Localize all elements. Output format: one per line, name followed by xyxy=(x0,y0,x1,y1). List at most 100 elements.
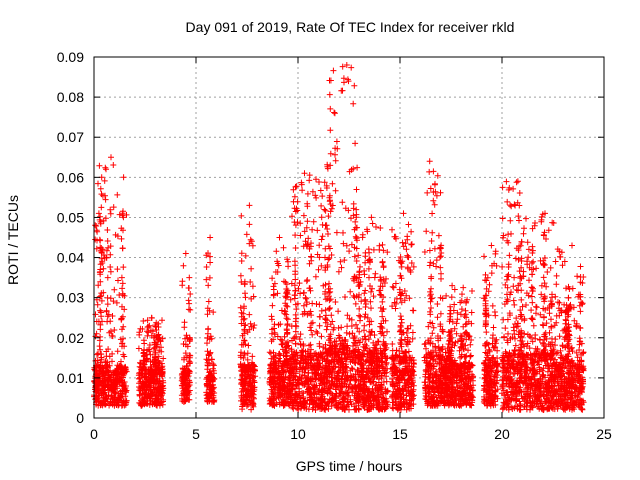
data-point xyxy=(251,368,258,374)
data-point xyxy=(338,388,345,395)
data-point xyxy=(108,393,115,400)
data-point xyxy=(379,329,386,336)
data-point xyxy=(325,357,332,364)
data-point xyxy=(323,182,330,189)
data-point xyxy=(120,227,126,234)
data-point xyxy=(367,370,374,377)
data-point xyxy=(342,363,349,370)
data-point xyxy=(371,367,378,374)
data-point xyxy=(238,309,245,316)
data-point xyxy=(104,362,111,369)
data-point xyxy=(300,302,307,309)
data-point xyxy=(339,373,346,380)
data-point xyxy=(327,127,334,134)
data-point xyxy=(381,369,388,376)
data-point xyxy=(405,221,412,228)
data-point xyxy=(459,291,465,298)
data-point xyxy=(118,235,125,242)
data-point xyxy=(353,234,360,241)
data-point xyxy=(354,390,361,397)
data-point xyxy=(135,345,142,352)
data-point xyxy=(304,241,311,248)
data-point xyxy=(307,357,314,363)
data-point xyxy=(292,287,299,294)
data-point xyxy=(271,280,278,287)
data-point xyxy=(291,391,298,398)
data-point xyxy=(153,327,160,333)
data-point xyxy=(404,399,411,406)
data-point xyxy=(141,347,148,354)
data-point xyxy=(149,400,156,407)
data-point xyxy=(248,383,255,390)
data-point xyxy=(403,246,410,253)
data-point xyxy=(324,262,331,268)
data-point xyxy=(319,349,326,356)
data-point xyxy=(330,67,337,74)
data-point xyxy=(350,205,357,212)
data-point xyxy=(97,309,104,316)
data-point xyxy=(374,358,381,364)
data-point xyxy=(107,210,114,217)
data-point xyxy=(180,366,186,373)
data-point xyxy=(345,401,352,408)
data-point xyxy=(283,347,289,354)
data-point xyxy=(317,402,324,409)
data-point xyxy=(290,373,297,380)
data-point xyxy=(299,372,306,378)
data-point xyxy=(284,389,291,395)
data-point xyxy=(367,389,373,396)
data-point xyxy=(241,305,247,312)
data-point xyxy=(113,299,120,306)
data-point xyxy=(308,320,315,327)
data-point xyxy=(326,337,333,344)
data-point xyxy=(140,318,147,324)
data-point xyxy=(153,319,160,326)
data-point xyxy=(348,166,355,173)
data-point xyxy=(398,299,405,306)
data-point xyxy=(337,258,344,265)
data-point xyxy=(321,356,328,362)
data-point xyxy=(303,295,310,302)
data-point xyxy=(384,365,391,372)
data-point xyxy=(209,388,216,395)
data-point xyxy=(326,388,333,395)
data-point xyxy=(301,400,308,406)
data-point xyxy=(400,243,407,250)
data-point xyxy=(239,403,246,410)
data-point xyxy=(408,241,415,248)
data-point xyxy=(323,222,330,229)
data-point xyxy=(241,278,248,285)
data-point xyxy=(347,288,354,295)
data-point xyxy=(334,405,341,412)
data-point xyxy=(154,387,161,394)
data-point xyxy=(377,274,384,281)
data-point xyxy=(329,380,336,386)
data-point xyxy=(392,394,399,401)
data-point xyxy=(249,242,256,249)
data-point xyxy=(97,351,104,357)
data-point xyxy=(327,150,334,157)
data-point xyxy=(297,220,304,227)
data-point xyxy=(410,386,417,393)
data-point xyxy=(409,329,416,336)
data-point xyxy=(507,217,514,224)
data-point xyxy=(119,313,126,320)
data-point xyxy=(313,176,319,183)
data-point xyxy=(282,399,289,406)
data-point xyxy=(315,266,322,273)
data-point xyxy=(305,235,312,242)
data-point xyxy=(157,369,164,376)
data-point xyxy=(325,231,331,237)
data-point xyxy=(100,371,106,378)
data-point xyxy=(432,180,438,187)
data-point xyxy=(332,187,339,194)
data-point xyxy=(372,386,379,393)
data-point xyxy=(317,187,324,194)
data-point xyxy=(147,363,154,370)
data-point xyxy=(409,307,416,314)
data-point xyxy=(344,393,351,400)
data-point xyxy=(361,327,367,334)
data-point xyxy=(373,362,380,369)
data-point xyxy=(326,192,333,199)
data-point xyxy=(271,321,278,328)
